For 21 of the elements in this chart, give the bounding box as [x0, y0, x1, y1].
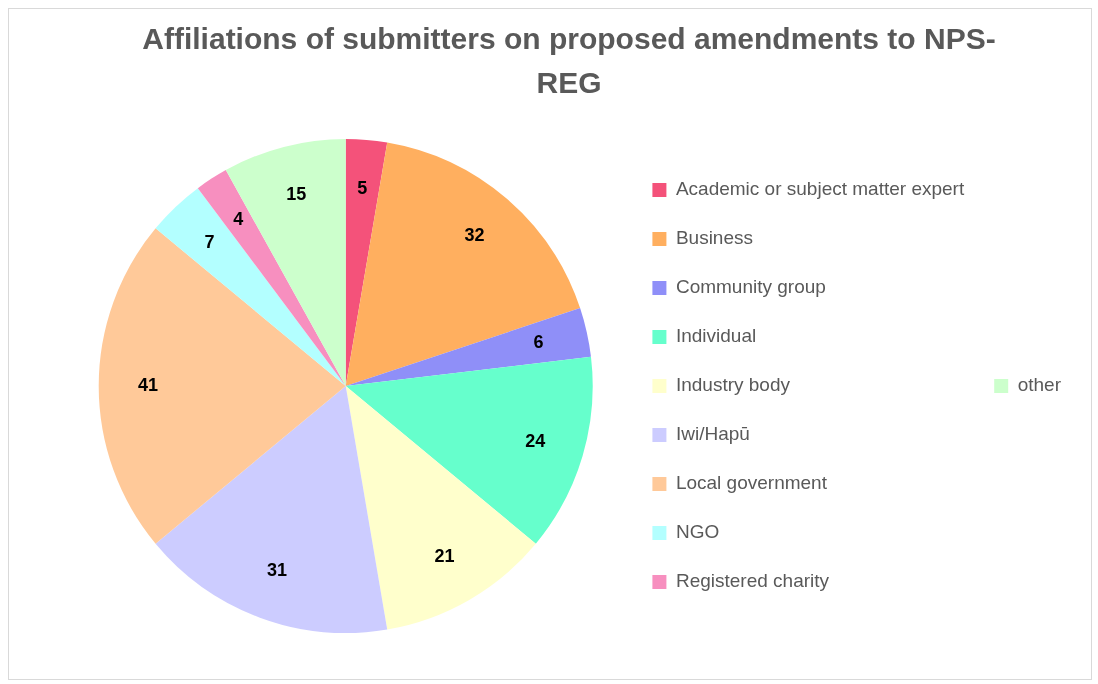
legend-label: other	[1017, 374, 1062, 396]
chart-title: Affiliations of submitters on proposed amendments to NPS-REG	[141, 21, 997, 101]
data-label: 21	[434, 546, 455, 567]
data-label: 31	[267, 560, 288, 581]
data-label: 7	[204, 231, 215, 252]
data-label: 15	[286, 183, 307, 204]
legend-label: Academic or subject matter expert	[675, 178, 965, 200]
data-label: 6	[533, 331, 544, 352]
legend-label: Business	[675, 227, 754, 249]
legend-label: Community group	[675, 276, 826, 298]
data-label: 5	[357, 178, 368, 199]
legend-label: Registered charity	[675, 570, 830, 592]
legend-label: Local government	[675, 472, 828, 494]
legend-label: Iwi/Hapū	[675, 423, 750, 445]
data-label: 4	[233, 209, 244, 230]
data-label: 32	[464, 225, 485, 246]
legend-label: Industry body	[675, 374, 791, 396]
data-label: 24	[525, 430, 546, 451]
data-label: 41	[138, 374, 159, 395]
legend-label: NGO	[675, 521, 720, 543]
legend-label: Individual	[675, 325, 757, 347]
